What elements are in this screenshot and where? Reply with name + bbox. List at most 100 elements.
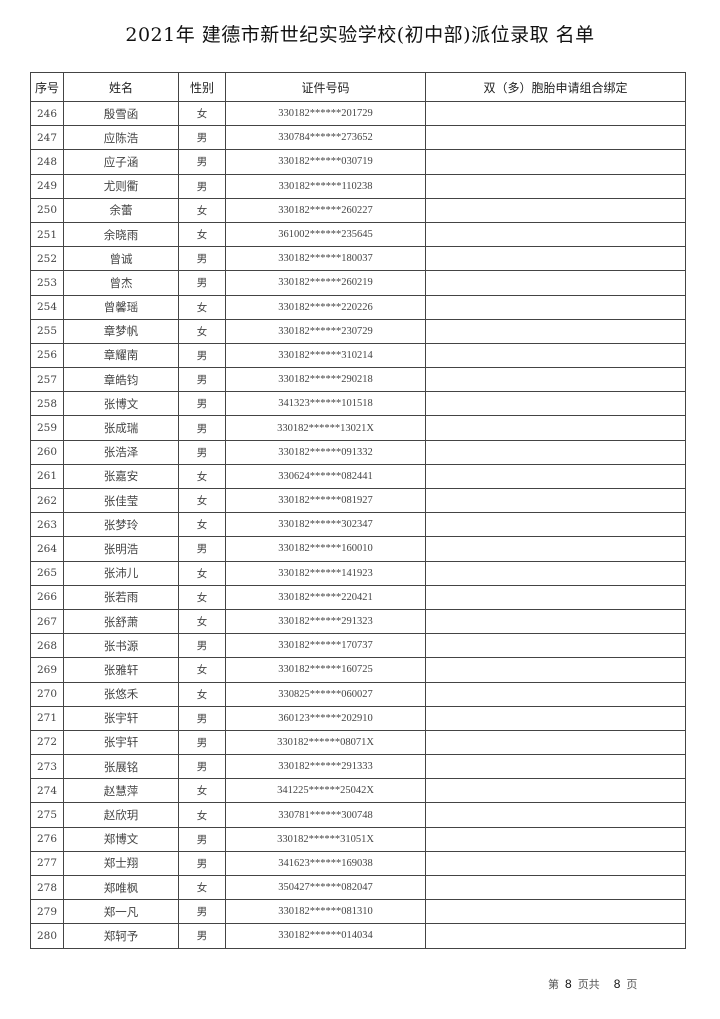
cell-gender: 男: [178, 342, 226, 369]
cell-gender: 男: [178, 754, 226, 780]
cell-id-number: 330182******291333: [225, 754, 426, 780]
cell-twins-binding: [425, 536, 686, 562]
cell-gender: 女: [178, 318, 226, 344]
cell-id-number: 360123******202910: [225, 705, 426, 731]
table-row: 269 张雅轩女 330182******160725: [30, 657, 686, 683]
cell-gender: 男: [178, 826, 226, 852]
header-name: 姓名: [63, 72, 179, 102]
cell-id-number: 330182******230729: [225, 318, 426, 344]
cell-name: 张沛儿: [63, 560, 179, 586]
cell-gender: 女: [178, 560, 226, 586]
cell-id-number: 330182******291323: [225, 608, 426, 635]
cell-twins-binding: [425, 729, 686, 756]
cell-id-number: 330182******220226: [225, 294, 426, 320]
cell-name: 郑博文: [63, 826, 179, 852]
cell-twins-binding: [425, 560, 686, 586]
header-twins-binding: 双（多）胞胎申请组合绑定: [425, 72, 686, 102]
cell-name: 殷雪函: [63, 100, 179, 127]
cell-twins-binding: [425, 754, 686, 780]
cell-name: 应陈浩: [63, 125, 179, 151]
table-row: 254 曾馨瑶女 330182******220226: [30, 294, 686, 320]
table-row: 259 张成瑞男 330182******13021X: [30, 415, 686, 441]
cell-index: 280: [30, 923, 64, 949]
cell-twins-binding: [425, 705, 686, 731]
cell-gender: 女: [178, 221, 226, 248]
cell-twins-binding: [425, 125, 686, 151]
cell-index: 259: [30, 415, 64, 441]
table-row: 268 张书源男 330182******170737: [30, 633, 686, 659]
cell-name: 张嘉安: [63, 463, 179, 490]
cell-id-number: 341225******25042X: [225, 778, 426, 804]
table-row: 263 张梦玲女 330182******302347: [30, 512, 686, 538]
cell-index: 252: [30, 246, 64, 272]
cell-name: 章梦帆: [63, 318, 179, 344]
table-row: 247 应陈浩男 330784******273652: [30, 125, 686, 151]
header-gender: 性别: [178, 72, 226, 102]
cell-name: 张浩泽: [63, 439, 179, 465]
table-row: 279 郑一凡男 330182******081310: [30, 899, 686, 925]
cell-id-number: 330182******170737: [225, 633, 426, 659]
cell-gender: 女: [178, 778, 226, 804]
cell-gender: 女: [178, 874, 226, 901]
cell-twins-binding: [425, 608, 686, 635]
cell-id-number: 330182******290218: [225, 367, 426, 393]
cell-index: 249: [30, 173, 64, 199]
cell-index: 278: [30, 874, 64, 901]
page-counter: 第 8 页共 8 页: [548, 976, 637, 992]
cell-gender: 女: [178, 608, 226, 635]
cell-id-number: 330182******13021X: [225, 415, 426, 441]
cell-index: 267: [30, 608, 64, 635]
cell-index: 275: [30, 802, 64, 828]
table-row: 273 张展铭男 330182******291333: [30, 754, 686, 780]
total-pages: 8: [613, 977, 621, 991]
cell-twins-binding: [425, 923, 686, 949]
cell-gender: 女: [178, 802, 226, 828]
cell-index: 264: [30, 536, 64, 562]
cell-gender: 男: [178, 125, 226, 151]
cell-id-number: 361002******235645: [225, 221, 426, 248]
cell-name: 应子涵: [63, 149, 179, 175]
table-row: 275 赵欣玥女 330781******300748: [30, 802, 686, 828]
cell-index: 272: [30, 729, 64, 756]
cell-name: 张展铭: [63, 754, 179, 780]
cell-twins-binding: [425, 681, 686, 707]
cell-index: 265: [30, 560, 64, 586]
cell-gender: 男: [178, 633, 226, 659]
cell-name: 张梦玲: [63, 512, 179, 538]
cell-name: 郑轲予: [63, 923, 179, 949]
cell-index: 255: [30, 318, 64, 344]
cell-gender: 男: [178, 705, 226, 731]
cell-gender: 男: [178, 536, 226, 562]
cell-id-number: 341623******169038: [225, 850, 426, 877]
cell-id-number: 330182******310214: [225, 342, 426, 369]
cell-id-number: 330825******060027: [225, 681, 426, 707]
table-row: 258 张博文男 341323******101518: [30, 391, 686, 417]
cell-name: 张悠禾: [63, 681, 179, 707]
cell-gender: 女: [178, 657, 226, 683]
cell-gender: 女: [178, 584, 226, 610]
table-row: 253 曾杰男 330182******260219: [30, 270, 686, 296]
cell-id-number: 330781******300748: [225, 802, 426, 828]
cell-twins-binding: [425, 342, 686, 369]
table-row: 257 章皓钧男 330182******290218: [30, 367, 686, 393]
cell-id-number: 330182******260219: [225, 270, 426, 296]
cell-index: 257: [30, 367, 64, 393]
cell-index: 251: [30, 221, 64, 248]
page-prefix: 第: [548, 978, 559, 991]
cell-name: 张书源: [63, 633, 179, 659]
cell-name: 张明浩: [63, 536, 179, 562]
cell-twins-binding: [425, 391, 686, 417]
cell-name: 张若雨: [63, 584, 179, 610]
cell-index: 277: [30, 850, 64, 877]
table-row: 276 郑博文男 330182******31051X: [30, 826, 686, 852]
cell-gender: 女: [178, 463, 226, 490]
cell-twins-binding: [425, 826, 686, 852]
header-id-number: 证件号码: [225, 72, 426, 102]
cell-twins-binding: [425, 802, 686, 828]
cell-twins-binding: [425, 318, 686, 344]
cell-name: 章耀南: [63, 342, 179, 369]
cell-name: 张成瑞: [63, 415, 179, 441]
cell-gender: 男: [178, 270, 226, 296]
cell-twins-binding: [425, 778, 686, 804]
table-row: 261 张嘉安女 330624******082441: [30, 463, 686, 490]
